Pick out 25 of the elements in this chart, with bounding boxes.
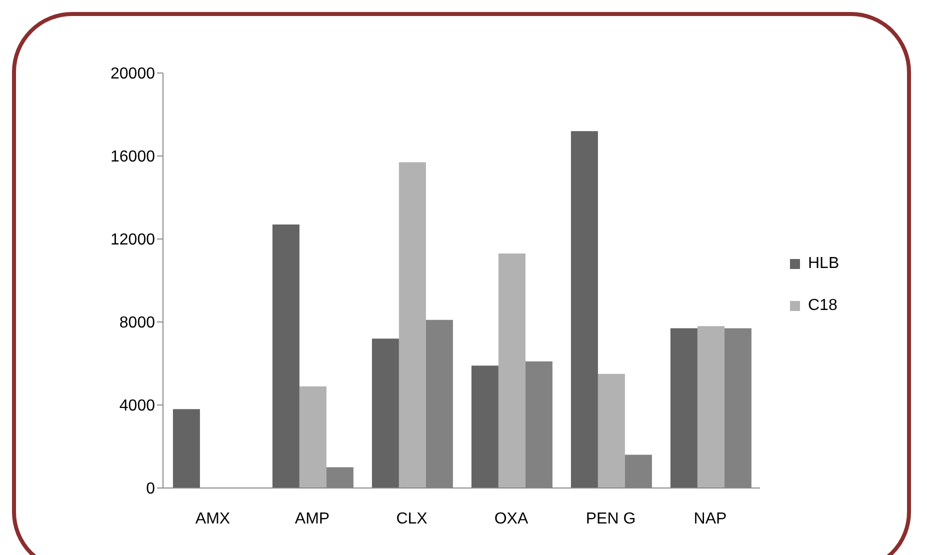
- y-tick-label: 12000: [110, 232, 156, 249]
- bar: [498, 254, 526, 488]
- bar: [570, 131, 598, 488]
- bar: [670, 328, 698, 488]
- x-tick-label: NAP: [694, 510, 727, 528]
- bar: [471, 366, 498, 488]
- legend-label: HLB: [808, 255, 840, 273]
- x-tick-label: OXA: [494, 510, 528, 528]
- y-tick-label: 20000: [110, 66, 156, 83]
- bar: [697, 326, 724, 488]
- y-tick-label: 0: [146, 480, 156, 498]
- bar: [172, 409, 200, 488]
- y-tick-label: 16000: [110, 148, 156, 166]
- y-tick-label: 4000: [119, 398, 156, 415]
- x-tick-label: AMX: [195, 510, 230, 528]
- y-tick-label: 8000: [119, 314, 156, 332]
- x-tick-label: AMP: [294, 510, 330, 528]
- legend-label: C18: [808, 297, 838, 315]
- bar: [272, 224, 300, 488]
- bar: [372, 338, 399, 488]
- x-tick-label: PEN G: [586, 510, 636, 528]
- bar: [299, 386, 326, 488]
- x-tick-label: CLX: [396, 510, 428, 528]
- bar: [598, 374, 625, 488]
- bar: [398, 162, 426, 488]
